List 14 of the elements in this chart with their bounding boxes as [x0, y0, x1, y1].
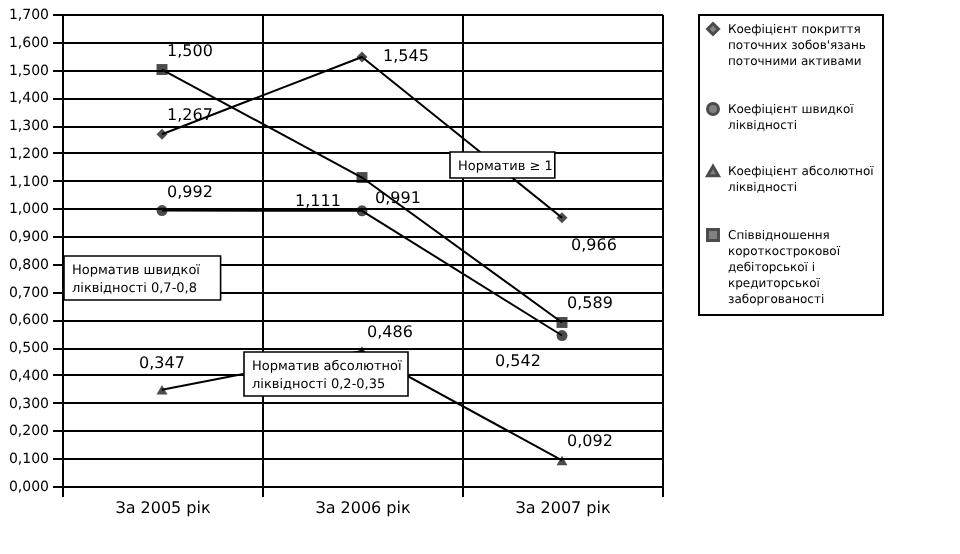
data-label: 0,992 — [167, 182, 213, 201]
data-label: 0,486 — [367, 323, 413, 342]
data-label: 0,542 — [495, 351, 541, 370]
data-label: 0,589 — [567, 294, 613, 313]
data-label: 1,111 — [295, 191, 341, 210]
data-label: 0,347 — [139, 353, 185, 372]
data-label: 0,092 — [567, 432, 613, 451]
data-label: 1,545 — [383, 47, 429, 66]
x-tick-label: За 2006 рік — [315, 499, 411, 517]
data-label: 1,500 — [167, 41, 213, 60]
data-label: 0,966 — [571, 235, 617, 254]
data-label: 1,267 — [167, 106, 213, 125]
x-tick-label: За 2007 рік — [515, 499, 611, 517]
x-tick-label: За 2005 рік — [115, 499, 211, 517]
